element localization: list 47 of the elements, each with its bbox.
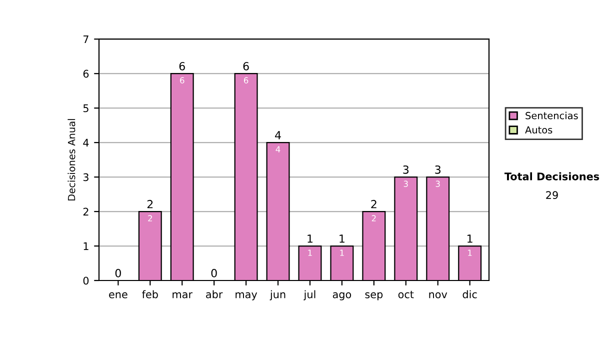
y-axis-title: Decisiones Anual (68, 119, 76, 200)
x-tick-label: ene (109, 292, 128, 298)
text: 29 (546, 191, 558, 200)
data-label: 4 (276, 146, 280, 152)
total-label: 2 (371, 200, 376, 208)
y-tick-label: 2 (83, 208, 88, 216)
total-label: 1 (340, 234, 344, 243)
x-tick-label: abr (206, 290, 223, 298)
data-label: 3 (404, 180, 408, 187)
x-tick-label: jun (270, 290, 286, 300)
data-label: 1 (340, 250, 344, 256)
total-label: 3 (435, 165, 440, 174)
total-label: 4 (275, 131, 281, 140)
total-label: 2 (147, 200, 153, 208)
data-label: 3 (436, 180, 440, 187)
x-tick-label: sep (365, 292, 383, 300)
total-label: 0 (211, 268, 217, 278)
data-label: 6 (244, 77, 248, 84)
total-label: 6 (179, 62, 185, 70)
total-label: 6 (243, 62, 249, 70)
x-tick-label: feb (142, 290, 158, 298)
data-label: 1 (308, 250, 312, 256)
legend-label: Sentencias (526, 112, 578, 120)
total-label: 1 (308, 234, 312, 243)
y-tick-label: 0 (83, 276, 89, 285)
y-tick-label: 6 (83, 70, 89, 78)
data-label: 6 (180, 77, 184, 84)
data-label: 1 (468, 250, 472, 256)
x-tick-label: may (236, 292, 258, 300)
x-tick-label: oct (398, 290, 414, 298)
y-tick-label: 3 (83, 173, 88, 182)
y-tick-label: 5 (83, 104, 88, 112)
legend-label: Autos (525, 126, 552, 134)
x-tick-label: nov (429, 292, 448, 298)
y-tick-label: 7 (84, 35, 88, 44)
x-tick-label: mar (172, 292, 193, 298)
total-label: 1 (468, 234, 472, 243)
total-label: 0 (115, 268, 121, 278)
data-label: 2 (372, 215, 376, 222)
total-label: 3 (403, 165, 409, 174)
data-label: 2 (148, 215, 152, 222)
y-tick-label: 4 (83, 138, 89, 147)
y-tick-label: 1 (84, 242, 88, 250)
text: Total Decisiones (504, 172, 600, 180)
x-tick-label: ago (332, 292, 352, 300)
x-tick-label: dic (462, 290, 477, 298)
x-tick-label: jul (304, 290, 316, 300)
